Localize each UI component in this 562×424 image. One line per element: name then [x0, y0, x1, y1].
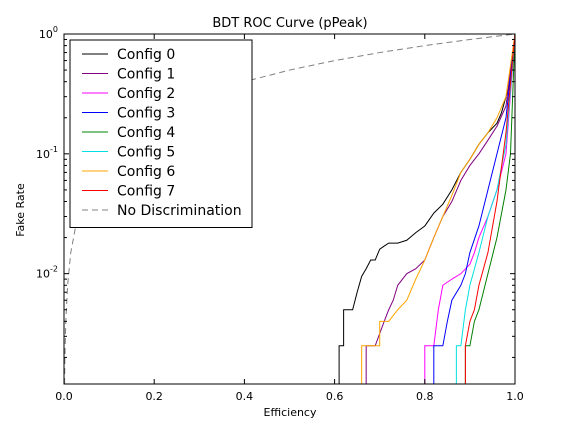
series-line-config-3 — [64, 34, 515, 384]
legend-label-config-6: Config 6 — [117, 164, 175, 180]
y-tick-label: 10-2 — [36, 265, 58, 281]
legend-label-config-3: Config 3 — [117, 106, 175, 122]
axis-ticks: 0.0 0.2 0.4 0.6 0.8 1.0 10-2 10-1 100 — [36, 25, 524, 403]
legend: Config 0 Config 1 Config 2 Config 3 Config 4… — [69, 39, 253, 228]
plot-frame — [63, 33, 516, 385]
legend-label-no-discrimination: No Discrimination — [117, 203, 242, 219]
x-tick-label: 0.8 — [416, 390, 434, 403]
legend-label-config-2: Config 2 — [117, 86, 175, 102]
y-tick-label: 100 — [39, 25, 58, 41]
legend-label-config-0: Config 0 — [117, 47, 175, 63]
x-tick-label: 0.6 — [326, 390, 344, 403]
legend-label-config-4: Config 4 — [117, 125, 175, 141]
legend-label-config-7: Config 7 — [117, 184, 175, 200]
x-tick-label: 0.4 — [236, 390, 254, 403]
y-tick-label: 10-1 — [36, 145, 58, 161]
x-axis-label: Efficiency — [264, 406, 317, 419]
chart-title: BDT ROC Curve (pPeak) — [212, 16, 367, 31]
series-line-config-6 — [64, 34, 515, 384]
legend-label-config-5: Config 5 — [117, 145, 175, 161]
plot-area — [63, 33, 516, 385]
series-line-config-5 — [64, 34, 515, 384]
x-tick-label: 0.2 — [145, 390, 163, 403]
x-tick-label: 0.0 — [55, 390, 73, 403]
legend-label-config-1: Config 1 — [117, 67, 175, 83]
legend-box — [69, 39, 253, 228]
x-tick-label: 1.0 — [506, 390, 524, 403]
series-line-config-7 — [64, 34, 515, 384]
y-axis-label: Fake Rate — [14, 183, 27, 237]
